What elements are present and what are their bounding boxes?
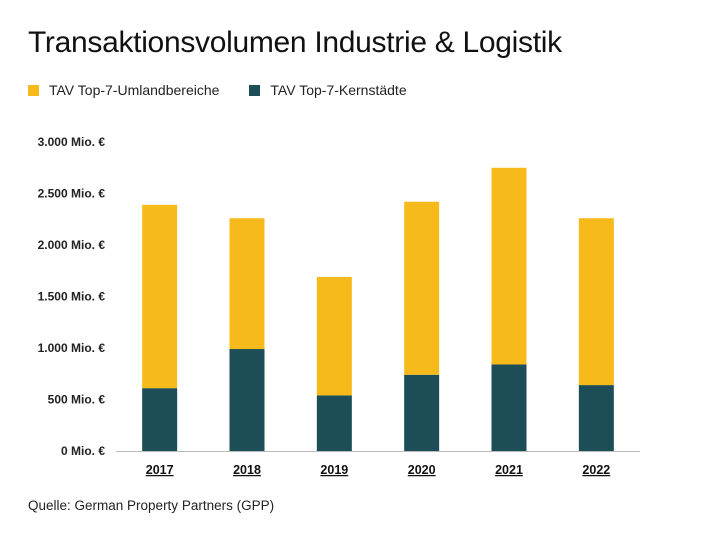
bar-kernstaedte-2018: [229, 349, 265, 451]
legend-item-kern: TAV Top-7-Kernstädte: [249, 82, 407, 98]
bar-umland-2019: [316, 276, 352, 396]
chart-title: Transaktionsvolumen Industrie & Logistik: [28, 26, 562, 59]
y-tick-label: 500 Mio. €: [48, 393, 106, 407]
y-tick-label: 0 Mio. €: [61, 444, 105, 458]
x-tick-label-2020: 2020: [408, 463, 436, 477]
bar-kernstaedte-2020: [404, 374, 440, 451]
x-tick-label-2017: 2017: [146, 463, 174, 477]
x-tick-label-2021: 2021: [495, 463, 523, 477]
legend-label-kern: TAV Top-7-Kernstädte: [270, 82, 407, 98]
x-tick-label-2019: 2019: [320, 463, 348, 477]
bar-umland-2022: [578, 218, 614, 386]
bar-kernstaedte-2021: [491, 364, 527, 451]
bar-umland-2018: [229, 218, 265, 350]
legend-swatch-kern: [249, 84, 261, 96]
legend-label-umland: TAV Top-7-Umlandbereiche: [49, 82, 220, 98]
y-tick-label: 2.000 Mio. €: [38, 238, 106, 252]
bar-kernstaedte-2019: [316, 395, 352, 451]
y-tick-label: 1.000 Mio. €: [38, 341, 106, 355]
y-tick-label: 3.000 Mio. €: [38, 135, 106, 149]
bar-kernstaedte-2017: [142, 388, 178, 451]
bar-umland-2020: [404, 201, 440, 375]
legend-swatch-umland: [28, 84, 39, 96]
x-tick-label-2018: 2018: [233, 463, 261, 477]
bar-kernstaedte-2022: [578, 385, 614, 451]
y-tick-label: 2.500 Mio. €: [38, 187, 106, 201]
legend-item-umland: TAV Top-7-Umlandbereiche: [28, 82, 219, 98]
source-note: Quelle: German Property Partners (GPP): [28, 498, 275, 513]
y-tick-label: 1.500 Mio. €: [38, 290, 106, 304]
bar-umland-2017: [142, 204, 178, 389]
x-tick-label-2022: 2022: [582, 463, 610, 477]
bar-umland-2021: [491, 167, 527, 365]
legend: TAV Top-7-Umlandbereiche TAV Top-7-Kerns…: [28, 82, 407, 98]
